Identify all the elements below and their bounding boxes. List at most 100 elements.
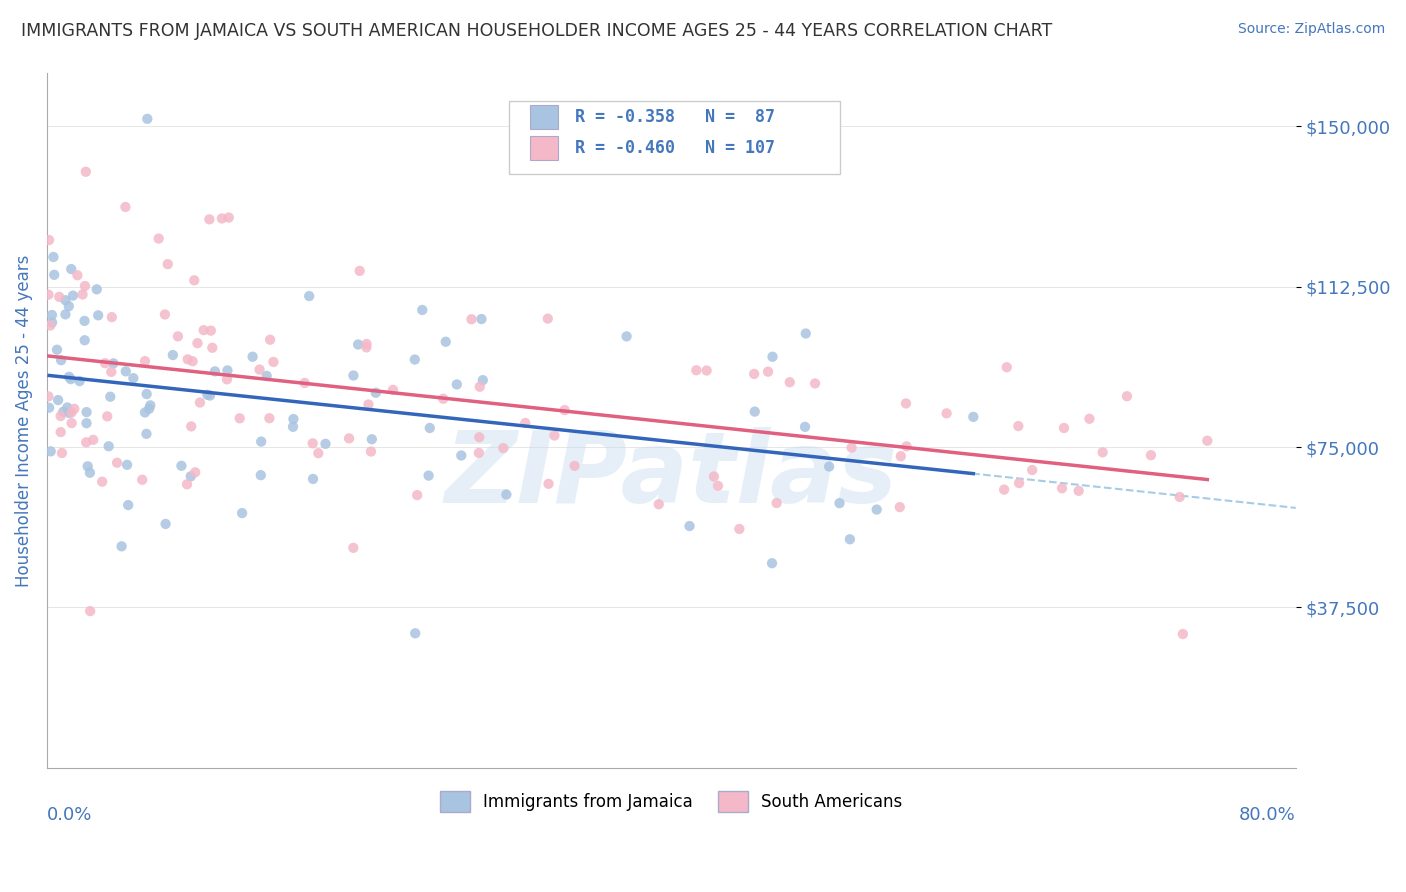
Point <box>148 231 170 245</box>
Point <box>48 290 70 304</box>
Point <box>707 479 730 493</box>
Point <box>314 437 336 451</box>
Point <box>337 431 360 445</box>
Point <box>301 436 323 450</box>
Point <box>180 469 202 483</box>
Point <box>46 343 69 357</box>
Point <box>696 363 718 377</box>
Point <box>87 308 110 322</box>
Point <box>685 363 707 377</box>
Point <box>281 420 304 434</box>
Point <box>122 371 145 385</box>
Point <box>66 268 89 283</box>
Point <box>356 337 378 351</box>
Point <box>360 444 382 458</box>
Point <box>404 352 426 367</box>
Point <box>259 333 281 347</box>
Point <box>218 211 240 225</box>
Text: 0.0%: 0.0% <box>46 805 93 824</box>
Point <box>86 282 108 296</box>
Point <box>761 350 783 364</box>
Point <box>356 340 378 354</box>
Point <box>250 434 273 449</box>
Bar <box>530 136 558 161</box>
Point <box>742 367 765 381</box>
Point <box>896 439 918 453</box>
Point <box>39 318 62 333</box>
Point <box>60 262 83 277</box>
Bar <box>530 104 558 129</box>
Point <box>962 409 984 424</box>
Point <box>995 360 1018 375</box>
Point <box>195 388 218 402</box>
Point <box>342 368 364 383</box>
Point <box>1008 476 1031 491</box>
Point <box>183 273 205 287</box>
Point <box>537 476 560 491</box>
Point <box>446 377 468 392</box>
Point <box>1140 448 1163 462</box>
Point <box>101 310 124 325</box>
Point <box>201 341 224 355</box>
Point <box>419 421 441 435</box>
Point <box>58 406 80 420</box>
Point <box>94 356 117 370</box>
Point <box>1021 463 1043 477</box>
Point <box>153 308 176 322</box>
Point <box>135 387 157 401</box>
Point <box>73 314 96 328</box>
Point <box>38 233 60 247</box>
Point <box>49 425 72 439</box>
Point <box>838 533 860 547</box>
Point <box>37 287 59 301</box>
Point <box>349 264 371 278</box>
Text: IMMIGRANTS FROM JAMAICA VS SOUTH AMERICAN HOUSEHOLDER INCOME AGES 25 - 44 YEARS : IMMIGRANTS FROM JAMAICA VS SOUTH AMERICA… <box>21 22 1052 40</box>
Point <box>41 316 63 330</box>
Point <box>648 497 671 511</box>
Point <box>188 395 211 409</box>
Point <box>495 487 517 501</box>
Point <box>138 401 160 416</box>
Point <box>98 390 121 404</box>
Point <box>73 333 96 347</box>
Point <box>1078 411 1101 425</box>
Point <box>49 409 72 423</box>
Point <box>79 604 101 618</box>
Point <box>170 458 193 473</box>
Point <box>678 519 700 533</box>
Point <box>744 404 766 418</box>
Point <box>1197 434 1219 448</box>
Point <box>60 405 83 419</box>
Point <box>41 308 63 322</box>
Point <box>259 411 281 425</box>
Point <box>76 416 98 430</box>
Text: R = -0.358   N =  87: R = -0.358 N = 87 <box>575 108 775 126</box>
Point <box>256 368 278 383</box>
Point <box>198 388 221 402</box>
Point <box>889 500 911 515</box>
Point <box>105 456 128 470</box>
Point <box>167 329 190 343</box>
Point <box>180 419 202 434</box>
Point <box>294 376 316 390</box>
Point <box>37 389 59 403</box>
Point <box>765 496 787 510</box>
Point <box>56 401 79 415</box>
Point <box>703 469 725 483</box>
Point <box>69 374 91 388</box>
FancyBboxPatch shape <box>509 101 839 174</box>
Point <box>75 165 97 179</box>
Point <box>55 293 77 308</box>
Point <box>411 303 433 318</box>
Point <box>114 364 136 378</box>
Point <box>364 385 387 400</box>
Point <box>217 363 239 377</box>
Point <box>298 289 321 303</box>
Point <box>59 372 82 386</box>
Point <box>131 473 153 487</box>
Point <box>52 405 75 419</box>
Point <box>79 466 101 480</box>
Point <box>471 373 494 387</box>
Point <box>103 356 125 370</box>
Point <box>283 412 305 426</box>
